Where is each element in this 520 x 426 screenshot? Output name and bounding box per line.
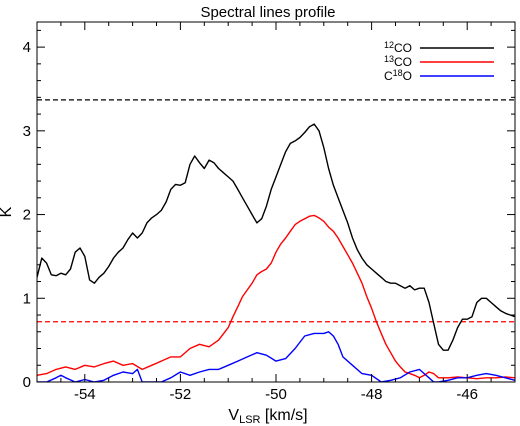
x-axis-label: VLSR [km/s] <box>228 407 307 426</box>
y-tick-label: 1 <box>23 290 31 307</box>
series-line-2 <box>37 331 515 382</box>
axes: -54 -52 -50 -48 -46 0 1 2 3 4 <box>23 21 516 403</box>
series-line-1 <box>37 214 515 380</box>
x-tick-label: -50 <box>265 386 287 403</box>
y-tick-label: 2 <box>23 207 31 224</box>
series-line-0 <box>37 123 515 351</box>
y-tick-label: 3 <box>23 123 31 140</box>
x-tick-label: -48 <box>361 386 383 403</box>
x-axis-label-unit: [km/s] <box>260 407 307 424</box>
legend-label-0: 12CO <box>384 40 412 55</box>
legend-label-1: 13CO <box>384 54 412 69</box>
plot-area <box>37 99 515 382</box>
y-tick-label: 0 <box>23 374 31 391</box>
chart-title: Spectral lines profile <box>200 4 335 21</box>
x-tick-label: -52 <box>170 386 192 403</box>
x-axis-label-main: V <box>228 407 239 424</box>
x-tick-label: -54 <box>74 386 96 403</box>
y-axis-label: K <box>0 206 15 217</box>
legend-label-2: C18O <box>384 68 412 83</box>
x-axis-label-subscript: LSR <box>239 414 260 426</box>
x-tick-label: -46 <box>456 386 478 403</box>
y-tick-label: 4 <box>23 39 31 56</box>
